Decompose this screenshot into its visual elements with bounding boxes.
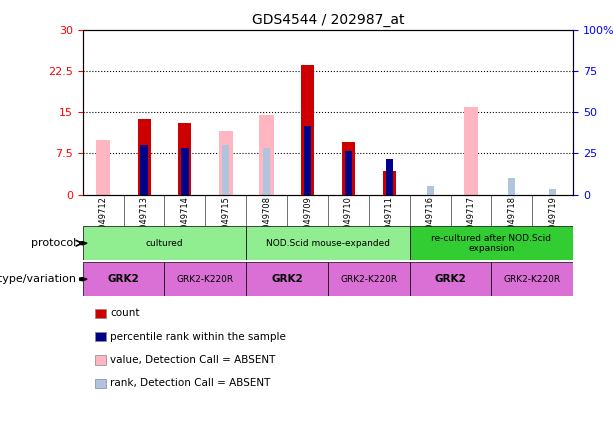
Text: GRK2: GRK2 [108, 274, 140, 284]
Text: GSM1049712: GSM1049712 [99, 196, 108, 252]
Bar [345, 151, 352, 195]
Text: GSM1049710: GSM1049710 [344, 196, 353, 252]
Bar [328, 262, 409, 296]
Bar [263, 148, 270, 195]
Text: GSM1049719: GSM1049719 [548, 196, 557, 252]
Text: GSM1049715: GSM1049715 [221, 196, 230, 252]
Text: GSM1049708: GSM1049708 [262, 196, 271, 252]
Bar [386, 159, 393, 195]
Text: cultured: cultured [146, 239, 183, 248]
Text: GRK2-K220R: GRK2-K220R [177, 275, 234, 284]
Text: GRK2: GRK2 [435, 274, 466, 284]
Bar [219, 131, 233, 195]
Bar [181, 148, 189, 195]
Text: GRK2-K220R: GRK2-K220R [504, 275, 561, 284]
Text: GRK2-K220R: GRK2-K220R [340, 275, 397, 284]
Text: re-cultured after NOD.Scid
expansion: re-cultured after NOD.Scid expansion [432, 233, 552, 253]
Bar [246, 262, 328, 296]
Text: value, Detection Call = ABSENT: value, Detection Call = ABSENT [110, 355, 276, 365]
Bar [137, 119, 151, 195]
Bar [259, 115, 274, 195]
Title: GDS4544 / 202987_at: GDS4544 / 202987_at [252, 13, 404, 27]
Text: GSM1049709: GSM1049709 [303, 196, 312, 252]
Bar [508, 178, 516, 195]
Text: percentile rank within the sample: percentile rank within the sample [110, 332, 286, 342]
Text: GSM1049718: GSM1049718 [508, 196, 516, 252]
Bar [383, 171, 396, 195]
Bar [222, 145, 229, 195]
Bar [492, 262, 573, 296]
Bar [464, 107, 478, 195]
Bar [83, 226, 246, 260]
Text: GSM1049714: GSM1049714 [180, 196, 189, 252]
Bar [427, 186, 434, 195]
Text: GSM1049716: GSM1049716 [425, 196, 435, 252]
Text: NOD.Scid mouse-expanded: NOD.Scid mouse-expanded [266, 239, 390, 248]
Text: genotype/variation: genotype/variation [0, 274, 77, 284]
Text: count: count [110, 308, 140, 319]
Text: rank, Detection Call = ABSENT: rank, Detection Call = ABSENT [110, 378, 271, 388]
Bar [178, 123, 191, 195]
Bar [409, 262, 492, 296]
Bar [549, 189, 557, 195]
Text: GSM1049717: GSM1049717 [466, 196, 476, 252]
Text: GRK2: GRK2 [271, 274, 303, 284]
Text: GSM1049711: GSM1049711 [385, 196, 394, 252]
Bar [96, 140, 110, 195]
Bar [409, 226, 573, 260]
Bar [304, 126, 311, 195]
Bar [301, 66, 314, 195]
Bar [246, 226, 409, 260]
Text: protocol: protocol [31, 238, 77, 248]
Bar [83, 262, 164, 296]
Bar [164, 262, 246, 296]
Bar [342, 142, 355, 195]
Text: GSM1049713: GSM1049713 [140, 196, 148, 252]
Bar [140, 145, 148, 195]
